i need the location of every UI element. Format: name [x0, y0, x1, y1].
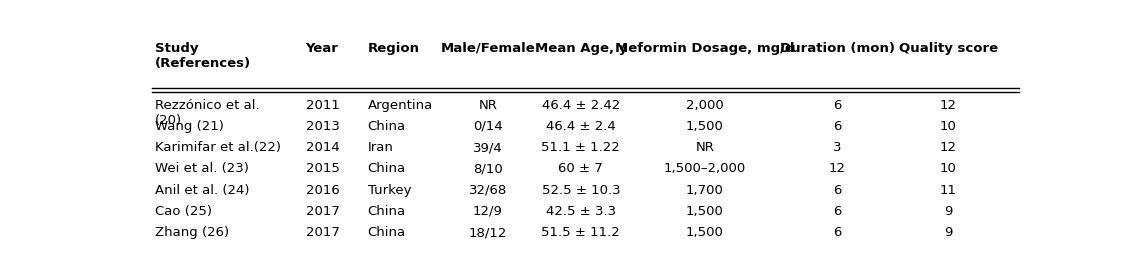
Text: Karimifar et al.(22): Karimifar et al.(22)	[155, 141, 281, 154]
Text: 2011: 2011	[306, 98, 339, 111]
Text: 1,500: 1,500	[686, 120, 724, 133]
Text: 18/12: 18/12	[468, 226, 507, 239]
Text: 6: 6	[834, 183, 842, 197]
Text: NR: NR	[695, 141, 714, 154]
Text: Meformin Dosage, mg/d: Meformin Dosage, mg/d	[616, 42, 795, 55]
Text: 2016: 2016	[306, 183, 339, 197]
Text: 11: 11	[940, 183, 957, 197]
Text: Study
(References): Study (References)	[155, 42, 251, 70]
Text: 12: 12	[940, 98, 957, 111]
Text: Year: Year	[306, 42, 338, 55]
Text: 1,500–2,000: 1,500–2,000	[664, 162, 746, 175]
Text: 60 ± 7: 60 ± 7	[558, 162, 603, 175]
Text: NR: NR	[478, 98, 498, 111]
Text: 1,500: 1,500	[686, 205, 724, 218]
Text: Wei et al. (23): Wei et al. (23)	[155, 162, 249, 175]
Text: 9: 9	[944, 226, 952, 239]
Text: Region: Region	[368, 42, 419, 55]
Text: 32/68: 32/68	[469, 183, 507, 197]
Text: Rezzónico et al.
(20): Rezzónico et al. (20)	[155, 98, 259, 126]
Text: 12/9: 12/9	[473, 205, 502, 218]
Text: 6: 6	[834, 120, 842, 133]
Text: Male/Female: Male/Female	[441, 42, 536, 55]
Text: 10: 10	[940, 120, 957, 133]
Text: Zhang (26): Zhang (26)	[155, 226, 230, 239]
Text: 42.5 ± 3.3: 42.5 ± 3.3	[546, 205, 616, 218]
Text: Cao (25): Cao (25)	[155, 205, 212, 218]
Text: 2017: 2017	[306, 205, 339, 218]
Text: 8/10: 8/10	[473, 162, 502, 175]
Text: China: China	[368, 120, 405, 133]
Text: Argentina: Argentina	[368, 98, 433, 111]
Text: 9: 9	[944, 205, 952, 218]
Text: 2014: 2014	[306, 141, 339, 154]
Text: Duration (mon): Duration (mon)	[780, 42, 895, 55]
Text: 0/14: 0/14	[473, 120, 502, 133]
Text: China: China	[368, 205, 405, 218]
Text: 52.5 ± 10.3: 52.5 ± 10.3	[541, 183, 620, 197]
Text: Wang (21): Wang (21)	[155, 120, 224, 133]
Text: 3: 3	[834, 141, 842, 154]
Text: 1,500: 1,500	[686, 226, 724, 239]
Text: 12: 12	[829, 162, 846, 175]
Text: 2017: 2017	[306, 226, 339, 239]
Text: 2015: 2015	[306, 162, 339, 175]
Text: 10: 10	[940, 162, 957, 175]
Text: 51.5 ± 11.2: 51.5 ± 11.2	[541, 226, 620, 239]
Text: 46.4 ± 2.4: 46.4 ± 2.4	[546, 120, 616, 133]
Text: 6: 6	[834, 226, 842, 239]
Text: 1,700: 1,700	[686, 183, 724, 197]
Text: 6: 6	[834, 205, 842, 218]
Text: 51.1 ± 1.22: 51.1 ± 1.22	[541, 141, 620, 154]
Text: China: China	[368, 162, 405, 175]
Text: Mean Age, y: Mean Age, y	[534, 42, 627, 55]
Text: Anil et al. (24): Anil et al. (24)	[155, 183, 250, 197]
Text: 2013: 2013	[306, 120, 339, 133]
Text: 12: 12	[940, 141, 957, 154]
Text: Turkey: Turkey	[368, 183, 411, 197]
Text: 6: 6	[834, 98, 842, 111]
Text: 2,000: 2,000	[686, 98, 724, 111]
Text: Quality score: Quality score	[899, 42, 998, 55]
Text: 46.4 ± 2.42: 46.4 ± 2.42	[541, 98, 620, 111]
Text: China: China	[368, 226, 405, 239]
Text: Iran: Iran	[368, 141, 394, 154]
Text: 39/4: 39/4	[473, 141, 502, 154]
